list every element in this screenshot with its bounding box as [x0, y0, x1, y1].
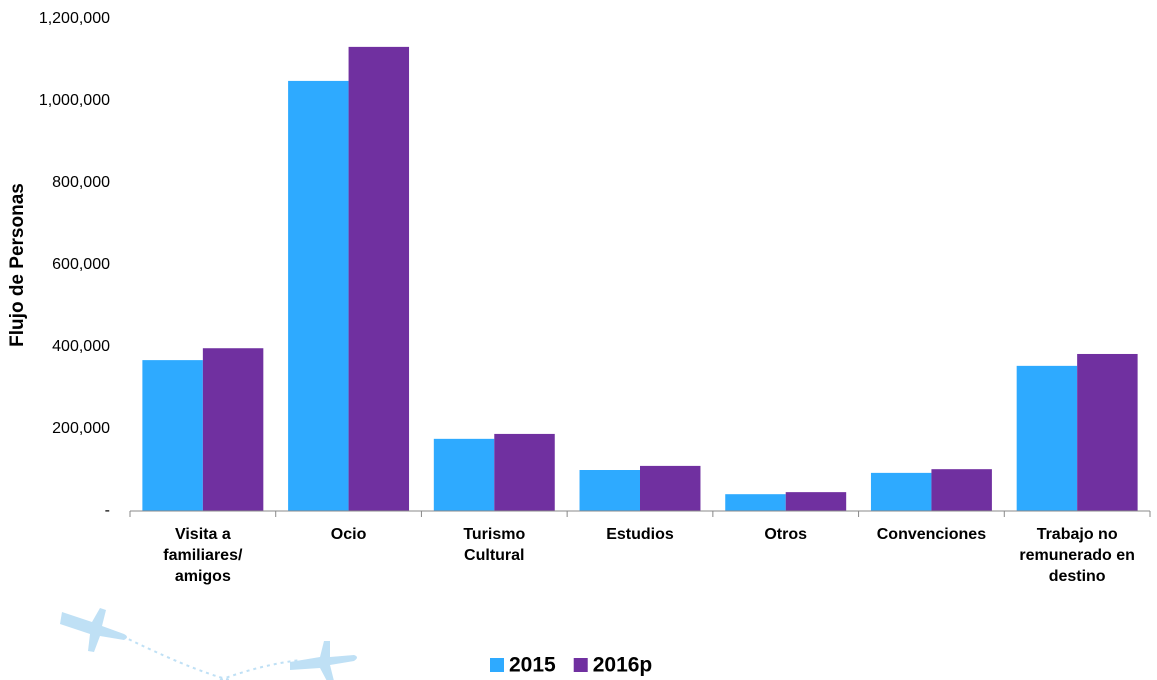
legend-swatch — [573, 658, 588, 672]
x-tick-label: Estudios — [606, 526, 674, 543]
legend-label: 2016p — [593, 654, 653, 677]
bar — [494, 433, 555, 511]
y-tick-label: 400,000 — [52, 338, 110, 355]
y-tick-label: 1,000,000 — [39, 92, 110, 109]
x-tick-label: Visita a familiares/ amigos — [163, 526, 243, 585]
bar — [579, 470, 640, 511]
bar — [1016, 365, 1078, 511]
x-tick-label: Otros — [764, 526, 808, 543]
y-tick-label: 1,200,000 — [39, 10, 110, 27]
bar — [870, 472, 932, 511]
legend-swatch — [490, 658, 504, 672]
bar — [785, 492, 847, 511]
x-tick-label: Turismo Cultural — [463, 526, 526, 564]
y-tick-label: 600,000 — [52, 256, 110, 273]
bar — [142, 360, 203, 511]
bar — [202, 348, 264, 511]
bar — [288, 80, 349, 511]
bar — [348, 46, 410, 511]
legend-label: 2015 — [509, 654, 556, 677]
y-tick-label: 200,000 — [52, 420, 110, 437]
bar — [1077, 353, 1138, 511]
y-tick-label: - — [105, 502, 110, 519]
y-axis-title: Flujo de Personas — [7, 183, 28, 347]
bar — [931, 469, 992, 511]
x-tick-label: Trabajo no remunerado en destino — [1019, 526, 1135, 585]
bar — [725, 494, 786, 511]
x-tick-label: Convenciones — [876, 526, 987, 543]
y-tick-label: 800,000 — [52, 174, 110, 191]
bar — [433, 438, 495, 511]
decoration — [60, 608, 357, 680]
x-tick-label: Ocio — [330, 526, 367, 543]
bar — [640, 465, 701, 511]
